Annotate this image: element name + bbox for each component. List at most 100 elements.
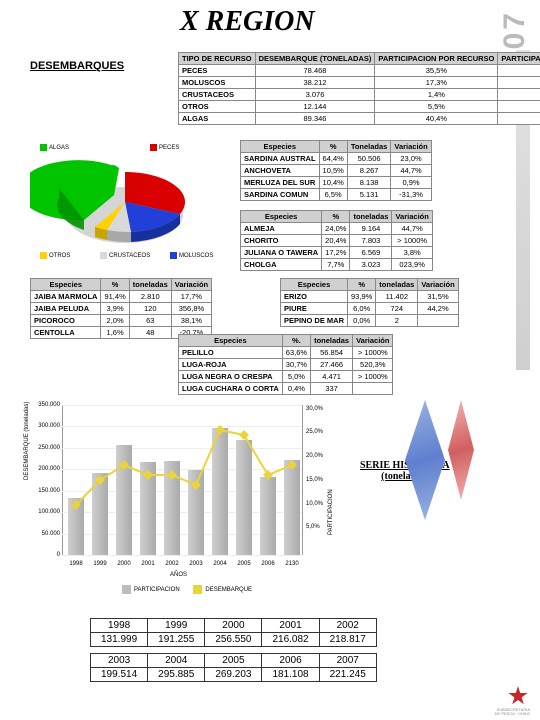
col-header: % — [322, 211, 350, 223]
table-row: CHOLGA7,7%3.023023,9% — [241, 259, 433, 271]
xtick: 1999 — [90, 561, 110, 567]
table-row: JAIBA MARMOLA91,4%2.81017,7% — [31, 291, 212, 303]
table-row: PECES78.46835,5%8,1%-46% — [179, 65, 540, 77]
col-header: Especies — [241, 211, 322, 223]
table-row: LUGA CUCHARA O CORTA0,4%337 — [179, 383, 393, 395]
table-row: LUGA-ROJA30,7%27.466520,3% — [179, 359, 393, 371]
col-header: PARTICIPACION NACIONAL — [498, 53, 540, 65]
col-header: % — [319, 141, 347, 153]
history-table-2: 20032004200520062007199.514295.885269.20… — [90, 653, 377, 682]
col-header: toneladas — [311, 335, 353, 347]
ytick: 100.000 — [30, 509, 60, 515]
combo-chart: DESEMBARQUE (toneladas) PARTICIPACION AÑ… — [30, 395, 330, 600]
xtick: 2003 — [186, 561, 206, 567]
ytick-right: 25,0% — [306, 429, 334, 435]
col-header: Variación — [171, 279, 211, 291]
axis-right — [302, 405, 303, 555]
bar — [236, 440, 252, 555]
table-row: CHORITO20,4%7.803> 1000% — [241, 235, 433, 247]
col-header: % — [101, 279, 129, 291]
pie-legend-algas: ALGAS — [40, 144, 69, 151]
col-header: TIPO DE RECURSO — [179, 53, 256, 65]
col-header: Variación — [353, 335, 393, 347]
xtick: 1998 — [66, 561, 86, 567]
table-row: PIURE6,0%72444,2% — [281, 303, 459, 315]
pie-legend-moluscos: MOLUSCOS — [170, 252, 213, 259]
axis-left — [62, 405, 63, 555]
table-row: ERIZO93,9%11.40231,5% — [281, 291, 459, 303]
table-crustaceos: Especies%toneladasVariaciónJAIBA MARMOLA… — [30, 278, 212, 339]
ytick-right: 10,0% — [306, 501, 334, 507]
col-header: toneladas — [350, 211, 392, 223]
table-otros: Especies%toneladasVariaciónERIZO93,9%11.… — [280, 278, 459, 327]
table-row: PEPINO DE MAR0,0%2 — [281, 315, 459, 327]
ytick: 200.000 — [30, 466, 60, 472]
table-row: SARDINA COMUN6,5%5.131-31,3% — [241, 189, 432, 201]
col-header: Variación — [418, 279, 458, 291]
ytick: 0 — [30, 552, 60, 558]
diamond-red-icon — [448, 400, 474, 500]
chart-legend: PARTICIPACION DESEMBARQUE — [110, 585, 252, 594]
col-header: DESEMBARQUE (TONELADAS) — [255, 53, 375, 65]
table-peces: Especies%ToneladasVariaciónSARDINA AUSTR… — [240, 140, 432, 201]
table-row: CRUSTACEOS3.0761,4%24,9%6% — [179, 89, 540, 101]
ytick: 350.000 — [30, 402, 60, 408]
xtick: 2006 — [258, 561, 278, 567]
col-header: % — [348, 279, 376, 291]
xtick: 2130 — [282, 561, 302, 567]
ytick-right: 15,0% — [306, 477, 334, 483]
xtick: 2005 — [234, 561, 254, 567]
ytick-right: 20,0% — [306, 453, 334, 459]
col-header: Especies — [31, 279, 101, 291]
table-row: ANCHOVETA10,5%8.26744,7% — [241, 165, 432, 177]
x-label: AÑOS — [170, 572, 187, 578]
ytick: 300.000 — [30, 423, 60, 429]
diamond-blue-icon — [405, 400, 445, 520]
ytick: 250.000 — [30, 445, 60, 451]
table-row: PELILLO63,6%56.854> 1000% — [179, 347, 393, 359]
logo-caption: SUBSECRETARIADE PESCA · CHILE — [495, 708, 530, 716]
col-header: Especies — [179, 335, 283, 347]
table-row: PICOROCO2,0%6338,1% — [31, 315, 212, 327]
bar — [284, 460, 300, 555]
table-row: ALMEJA24,0%9.16444,7% — [241, 223, 433, 235]
history-tables: 19981999200020012002131.999191.255256.55… — [90, 618, 377, 688]
table-algas: Especies%.toneladasVariaciónPELILLO63,6%… — [178, 334, 393, 395]
pie-legend-peces: PECES — [150, 144, 179, 151]
logo-icon — [508, 686, 528, 706]
table-row: JULIANA O TAWERA17,2%6.5693,8% — [241, 247, 433, 259]
col-header: toneladas — [376, 279, 418, 291]
ytick-right: 5,0% — [306, 524, 334, 530]
table-row: LUGA NEGRA O CRESPA5,0%4.471> 1000% — [179, 371, 393, 383]
xtick: 2004 — [210, 561, 230, 567]
table-row: JAIBA PELUDA3,9%120356,8% — [31, 303, 212, 315]
footer-author: MMB/2008 — [0, 661, 3, 710]
col-header: Especies — [241, 141, 320, 153]
table-main: TIPO DE RECURSODESEMBARQUE (TONELADAS)PA… — [178, 52, 540, 125]
ytick: 150.000 — [30, 488, 60, 494]
pie-legend-crustaceos: CRUSTACEOS — [100, 252, 150, 259]
table-row: MERLUZA DEL SUR10,4%8.1380,9% — [241, 177, 432, 189]
history-table-1: 19981999200020012002131.999191.255256.55… — [90, 618, 377, 647]
ytick: 50.000 — [30, 531, 60, 537]
col-header: %. — [282, 335, 310, 347]
page-title: X REGION — [180, 6, 315, 38]
pie-chart: ALGAS PECES OTROS CRUSTACEOS MOLUSCOS — [30, 140, 220, 270]
section-heading: DESEMBARQUES — [30, 60, 124, 72]
bar — [92, 473, 108, 555]
bar — [212, 428, 228, 555]
col-header: Variación — [392, 211, 432, 223]
col-header: toneladas — [129, 279, 171, 291]
col-header: Variación — [391, 141, 431, 153]
col-header: PARTICIPACION POR RECURSO — [375, 53, 498, 65]
col-header: Toneladas — [347, 141, 391, 153]
table-row: MOLUSCOS38.21217,3%25,4%130% — [179, 77, 540, 89]
xtick: 2001 — [138, 561, 158, 567]
bar — [260, 477, 276, 555]
pie-legend-otros: OTROS — [40, 252, 70, 259]
line-marker — [239, 430, 249, 440]
table-moluscos: Especies%toneladasVariaciónALMEJA24,0%9.… — [240, 210, 433, 271]
xtick: 2000 — [114, 561, 134, 567]
table-row: SARDINA AUSTRAL64,4%50.50623,0% — [241, 153, 432, 165]
table-row: OTROS12.1445,5%30,4%32% — [179, 101, 540, 113]
